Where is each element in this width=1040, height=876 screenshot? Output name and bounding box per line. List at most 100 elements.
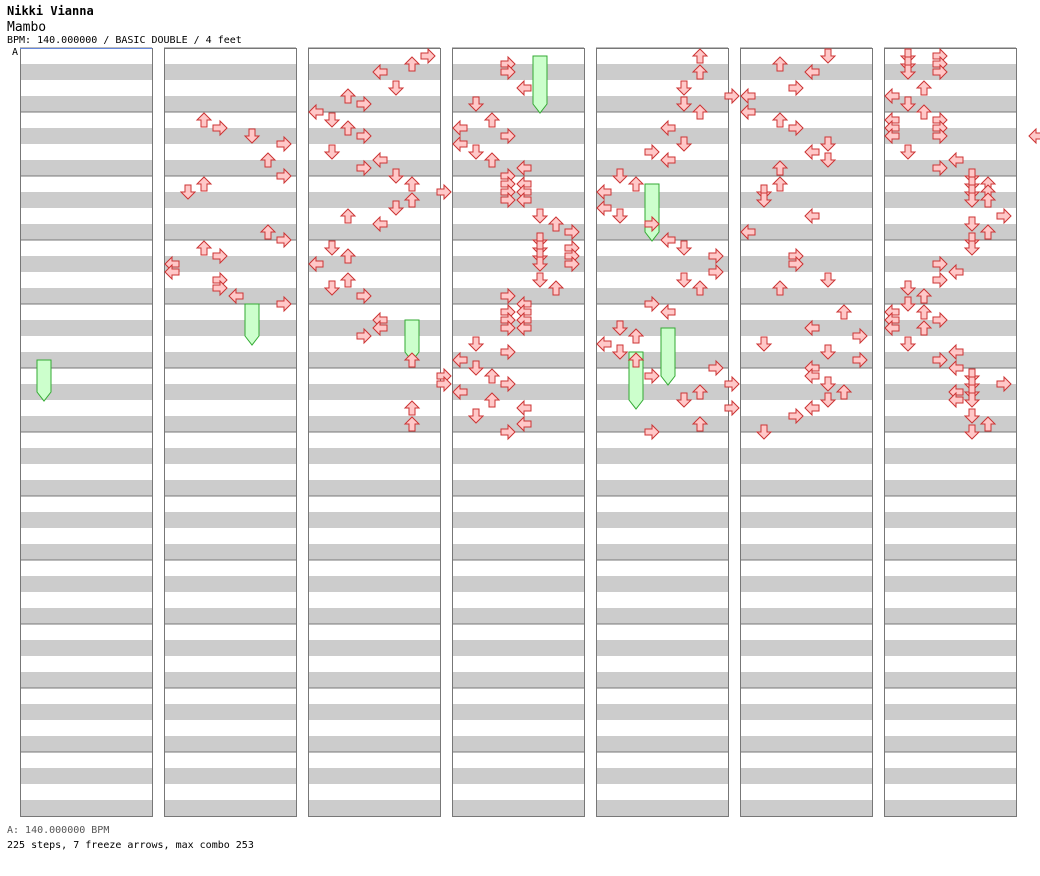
beat-band [308,384,440,400]
beat-band [596,576,728,592]
beat-band [884,96,1016,112]
beat-band [884,448,1016,464]
beat-band [596,512,728,528]
down-arrow-note [963,192,981,208]
down-arrow-note [323,112,341,128]
beat-band [884,256,1016,272]
chart-info: BPM: 140.000000 / BASIC DOUBLE / 4 feet [7,35,242,46]
down-arrow-note [531,256,549,272]
beat-band [308,96,440,112]
up-arrow-note [339,208,357,224]
left-arrow-note [308,103,324,121]
down-arrow-note [755,424,773,440]
right-arrow-note [500,127,516,145]
down-arrow-note [899,336,917,352]
beat-band [884,224,1016,240]
left-arrow-note [948,359,964,377]
down-arrow-note [323,240,341,256]
right-arrow-note [724,87,740,105]
right-arrow-note [436,375,452,393]
chart-column [740,48,873,817]
up-arrow-note [195,240,213,256]
left-arrow-note [804,399,820,417]
beat-band [164,544,296,560]
chart-column [884,48,1017,817]
bpm-legend: A: 140.000000 BPM [7,825,110,836]
down-arrow-note [755,192,773,208]
beat-band [164,736,296,752]
down-arrow-note [675,272,693,288]
beat-band [308,288,440,304]
beat-band [20,256,152,272]
beat-band [20,128,152,144]
right-arrow-note [356,327,372,345]
beat-band [596,128,728,144]
left-arrow-note [372,151,388,169]
beat-band [20,480,152,496]
beat-band [20,800,152,816]
down-arrow-note [611,344,629,360]
left-arrow-note [884,87,900,105]
beat-band [884,608,1016,624]
right-arrow-note [996,207,1012,225]
beat-band [164,448,296,464]
beat-band [164,768,296,784]
beat-band [740,192,872,208]
right-arrow-note [212,119,228,137]
left-arrow-note [164,263,180,281]
up-arrow-note [979,224,997,240]
left-arrow-note [372,319,388,337]
beat-band [740,672,872,688]
left-arrow-note [452,135,468,153]
beat-band [164,352,296,368]
left-arrow-note [372,63,388,81]
beat-band [452,256,584,272]
beat-band [596,96,728,112]
beat-band [740,800,872,816]
up-arrow-note [915,80,933,96]
beat-band [596,480,728,496]
beat-band [740,384,872,400]
beat-band [884,800,1016,816]
beat-band [308,512,440,528]
beat-band [596,736,728,752]
beat-band [884,320,1016,336]
up-arrow-note [691,64,709,80]
beat-band [164,384,296,400]
beat-band [20,352,152,368]
left-arrow-note [452,351,468,369]
left-arrow-note [660,119,676,137]
right-arrow-note [708,263,724,281]
beat-band [20,704,152,720]
beat-band [308,672,440,688]
right-arrow-note [500,423,516,441]
beat-band [884,288,1016,304]
beat-band [308,736,440,752]
beat-band [596,416,728,432]
beat-band [596,192,728,208]
left-arrow-note [804,143,820,161]
right-arrow-note [724,399,740,417]
chart-stats: 225 steps, 7 freeze arrows, max combo 25… [7,840,254,851]
right-arrow-note [852,327,868,345]
right-arrow-note [932,63,948,81]
left-arrow-note [1028,127,1040,145]
beat-band [164,704,296,720]
up-arrow-note [771,176,789,192]
down-arrow-note [467,360,485,376]
left-arrow-note [948,343,964,361]
up-arrow-note [483,152,501,168]
beat-band [308,768,440,784]
down-arrow-note [611,168,629,184]
right-arrow-note [788,255,804,273]
left-arrow-note [884,319,900,337]
left-arrow-note [948,263,964,281]
beat-band [308,640,440,656]
up-arrow-note [835,304,853,320]
right-arrow-note [500,63,516,81]
up-arrow-note [691,416,709,432]
beat-band [884,672,1016,688]
left-arrow-note [228,287,244,305]
beat-band [164,640,296,656]
